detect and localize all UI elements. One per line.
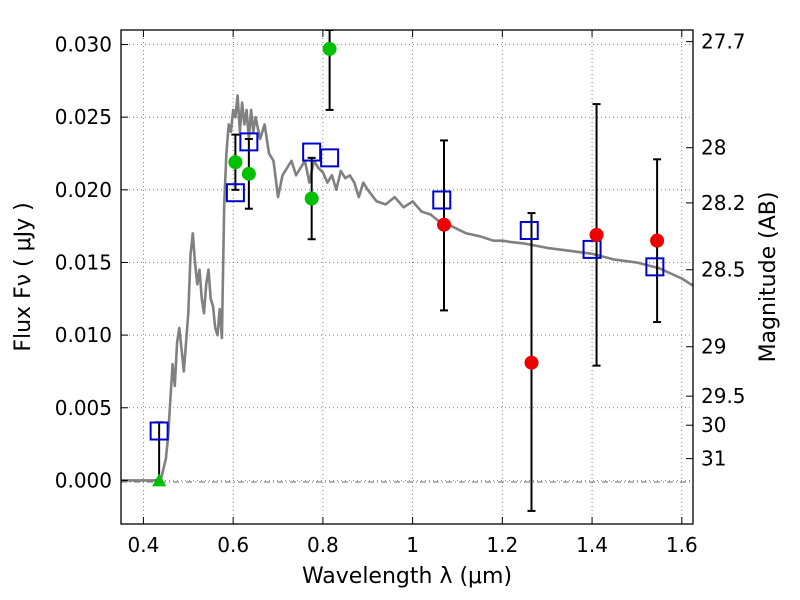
model-photometry-square xyxy=(225,183,245,203)
red-data-point xyxy=(437,217,452,232)
green-data-point xyxy=(241,166,256,181)
model-photometry-square xyxy=(582,239,602,259)
y-tick-label: 0.000 xyxy=(55,468,112,492)
y2-tick-label: 29.5 xyxy=(701,384,746,408)
y2-tick-label: 29 xyxy=(701,335,726,359)
x-tick-label: 1.4 xyxy=(576,533,608,557)
model-photometry-square xyxy=(645,257,665,277)
y2-axis-label: Magnitude (AB) xyxy=(756,192,781,363)
x-tick-label: 0.8 xyxy=(307,533,339,557)
red-data-point xyxy=(650,233,665,248)
x-tick-label: 1.6 xyxy=(666,533,698,557)
model-photometry-square xyxy=(239,132,259,152)
y-axis-ticks: 0.000 0.005 0.010 0.015 0.020 0.025 0.030 xyxy=(55,33,128,492)
model-spectrum-line xyxy=(121,94,693,482)
y-tick-label: 0.015 xyxy=(55,250,112,274)
x-axis-label: Wavelength λ (μm) xyxy=(302,564,512,589)
red-data-point xyxy=(524,355,539,370)
y2-tick-label: 28.2 xyxy=(701,191,746,215)
y2-tick-label: 31 xyxy=(701,447,726,471)
y2-tick-label: 28 xyxy=(701,136,726,160)
y2-tick-label: 28.5 xyxy=(701,258,746,282)
model-photometry-square xyxy=(149,421,169,441)
y-tick-label: 0.025 xyxy=(55,105,112,129)
green-data-point xyxy=(228,155,243,170)
plot-area xyxy=(121,30,693,512)
y-tick-label: 0.010 xyxy=(55,323,112,347)
green-data-point xyxy=(322,41,337,56)
green-data-point xyxy=(304,191,319,206)
x-tick-label: 0.4 xyxy=(128,533,160,557)
y-tick-label: 0.020 xyxy=(55,178,112,202)
y2-tick-label: 27.7 xyxy=(701,30,746,54)
model-photometry-square xyxy=(519,221,539,241)
x-axis-ticks: 0.4 0.6 0.8 1 1.2 1.4 1.6 xyxy=(128,30,698,557)
x-tick-label: 1.2 xyxy=(486,533,518,557)
plot-frame xyxy=(120,29,694,525)
y-tick-label: 0.030 xyxy=(55,33,112,57)
grid-lines xyxy=(121,30,693,524)
upper-limit-triangle xyxy=(152,473,167,487)
x-tick-label: 0.6 xyxy=(217,533,249,557)
y2-axis-ticks: 27.7 28 28.2 28.5 29 29.5 30 31 xyxy=(686,30,746,471)
y-axis-label: Flux Fν ( μJy ) xyxy=(11,202,36,351)
red-data-point xyxy=(589,227,604,242)
y-tick-label: 0.005 xyxy=(55,396,112,420)
model-photometry-square xyxy=(432,190,452,210)
x-tick-label: 1 xyxy=(406,533,419,557)
y2-tick-label: 30 xyxy=(701,413,726,437)
model-photometry-square xyxy=(320,148,340,168)
